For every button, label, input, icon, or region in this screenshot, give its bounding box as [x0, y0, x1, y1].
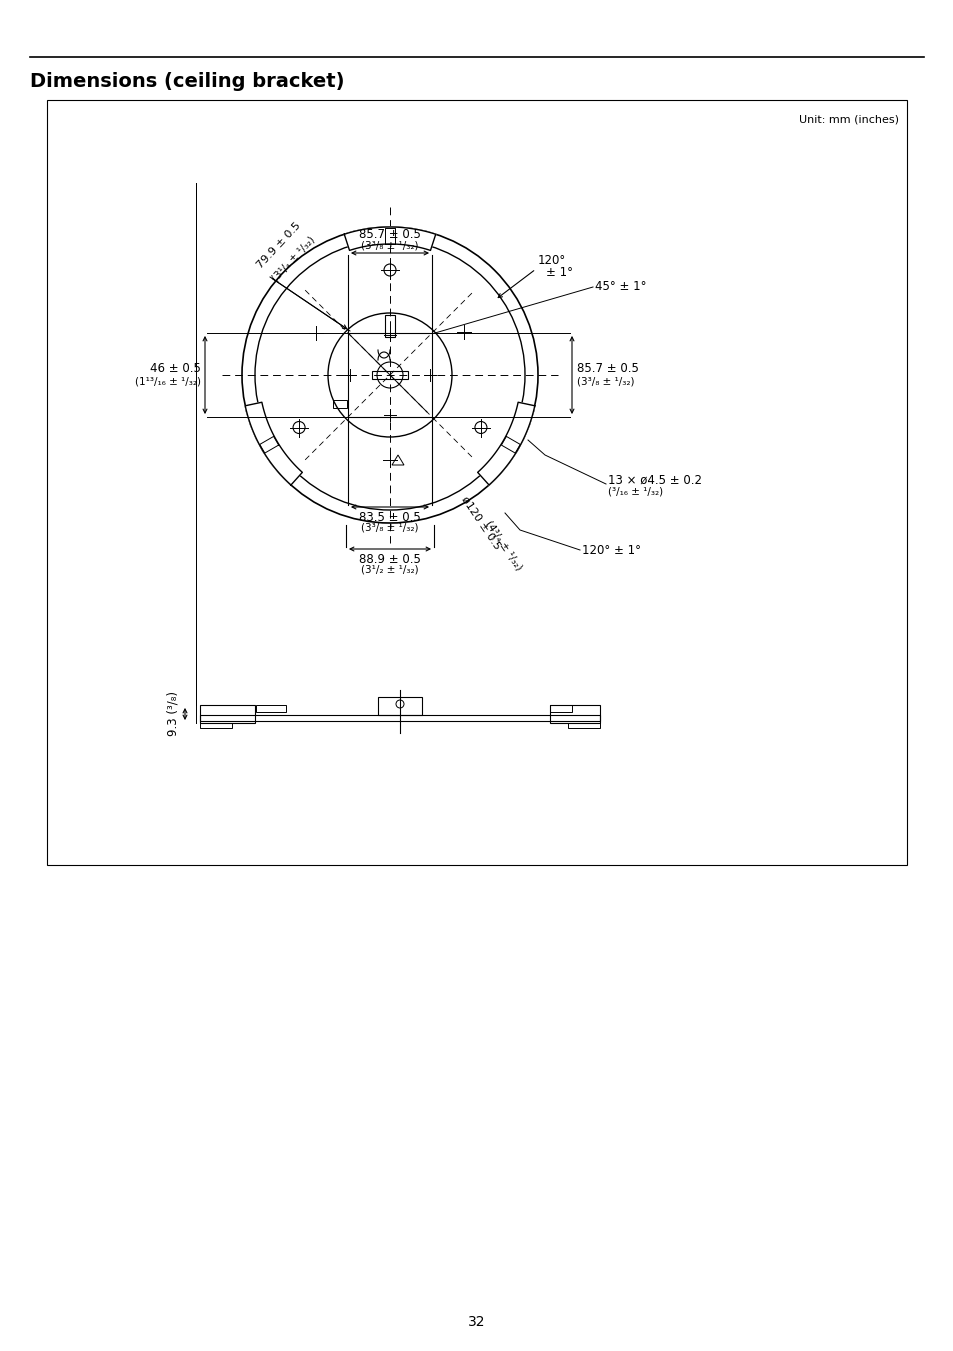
Polygon shape	[477, 403, 535, 485]
Text: 120°: 120°	[537, 254, 566, 267]
Bar	[567, 723, 599, 728]
Text: (1¹³/₁₆ ± ¹/₃₂): (1¹³/₁₆ ± ¹/₃₂)	[135, 376, 201, 386]
Text: (3³/₈ ± ¹/₃₂): (3³/₈ ± ¹/₃₂)	[361, 240, 418, 251]
Text: 85.7 ± 0.5: 85.7 ± 0.5	[577, 362, 639, 374]
Text: 85.7 ± 0.5: 85.7 ± 0.5	[358, 228, 420, 240]
Bar	[377, 697, 421, 715]
Text: 9.3 (³/₈): 9.3 (³/₈)	[167, 692, 180, 736]
Bar	[550, 705, 572, 712]
Bar	[47, 100, 906, 865]
Text: 79.9 ± 0.5: 79.9 ± 0.5	[254, 220, 302, 270]
Text: Unit: mm (inches): Unit: mm (inches)	[799, 113, 898, 124]
Bar	[550, 705, 599, 723]
Text: 120° ± 1°: 120° ± 1°	[581, 543, 640, 557]
Bar	[385, 315, 395, 336]
Text: 32: 32	[468, 1315, 485, 1329]
Bar	[200, 715, 599, 721]
Bar	[200, 723, 232, 728]
Text: Dimensions (ceiling bracket): Dimensions (ceiling bracket)	[30, 72, 344, 91]
Text: (3¹/₂ ± ¹/₃₂): (3¹/₂ ± ¹/₃₂)	[361, 563, 418, 574]
Bar	[372, 372, 408, 380]
Text: ± 1°: ± 1°	[545, 266, 573, 280]
Text: 45° ± 1°: 45° ± 1°	[595, 281, 646, 293]
Text: 13 × ø4.5 ± 0.2: 13 × ø4.5 ± 0.2	[607, 473, 701, 486]
Polygon shape	[245, 403, 302, 485]
Text: (3³/₈ ± ¹/₃₂): (3³/₈ ± ¹/₃₂)	[577, 376, 634, 386]
Text: (4³/₄ ± ¹/₃₂): (4³/₄ ± ¹/₃₂)	[483, 519, 524, 571]
Bar	[200, 705, 254, 723]
Text: 88.9 ± 0.5: 88.9 ± 0.5	[358, 553, 420, 566]
Text: (3¹/₄ ± ¹/₃₂): (3¹/₄ ± ¹/₃₂)	[270, 235, 316, 284]
Text: (³/₁₆ ± ¹/₃₂): (³/₁₆ ± ¹/₃₂)	[607, 486, 662, 497]
Text: 46 ± 0.5: 46 ± 0.5	[150, 362, 201, 374]
Text: ø120 ± 0.5: ø120 ± 0.5	[459, 494, 502, 551]
Text: (3³/₈ ± ¹/₃₂): (3³/₈ ± ¹/₃₂)	[361, 521, 418, 532]
Text: 83.5 ± 0.5: 83.5 ± 0.5	[358, 511, 420, 524]
Bar	[255, 705, 286, 712]
Bar	[333, 400, 347, 408]
Polygon shape	[344, 227, 436, 250]
